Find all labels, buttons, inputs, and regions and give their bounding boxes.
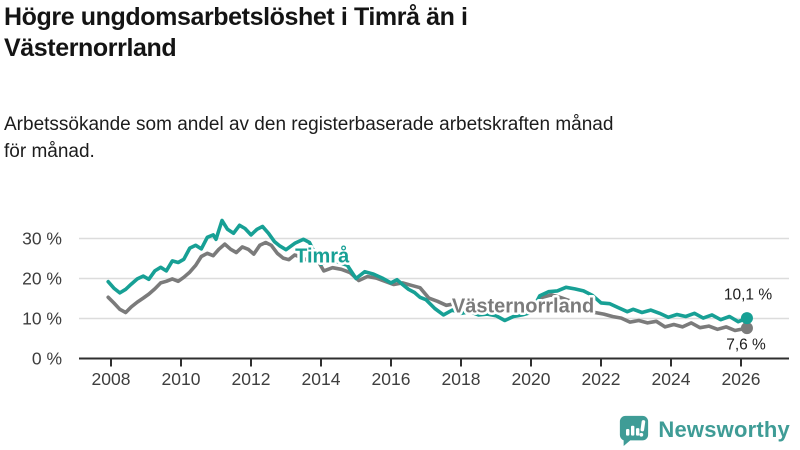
x-tick-label: 2018: [442, 369, 481, 389]
y-tick-label: 0 %: [32, 349, 62, 369]
x-tick-label: 2014: [302, 369, 341, 389]
series-label-timrå: Timrå: [295, 245, 350, 268]
page-title: Högre ungdomsarbetslöshet i Timrå än i V…: [4, 3, 468, 62]
chart-description: Arbetssökande som andel av den registerb…: [4, 114, 614, 162]
bar-chart-speech-bubble-icon: [618, 414, 650, 446]
y-tick-label: 10 %: [22, 309, 62, 329]
x-tick-label: 2022: [582, 369, 621, 389]
brand-name: Newsworthy: [658, 417, 790, 442]
series-line-timrå: [106, 218, 749, 324]
series-label-västernorrland: Västernorrland: [452, 296, 594, 318]
end-dot-timrå: [740, 312, 753, 325]
x-tick-label: 2020: [512, 369, 551, 389]
x-tick-label: 2010: [162, 369, 201, 389]
x-tick-label: 2024: [652, 369, 691, 389]
line-chart: 0 % 10 % 20 % 30 % 2008 2010 2012 2014 2016 2018 2…: [0, 205, 800, 410]
end-dot-västernorrland: [740, 322, 753, 335]
series-line-västernorrland: [106, 240, 749, 333]
end-value-label-västernorrland: 7,6 %: [726, 337, 766, 354]
newsworthy-logo: Newsworthy: [618, 414, 790, 446]
x-tick-label: 2012: [232, 369, 271, 389]
chart-canvas: 0 % 10 % 20 % 30 % 2008 2010 2012 2014 2016 2018 2…: [22, 218, 789, 389]
x-tick-label: 2016: [372, 369, 411, 389]
end-value-label-timrå: 10,1 %: [724, 287, 772, 304]
x-tick-label: 2026: [722, 369, 761, 389]
x-tick-label: 2008: [92, 369, 131, 389]
y-tick-label: 20 %: [22, 269, 62, 289]
y-tick-label: 30 %: [22, 229, 62, 249]
